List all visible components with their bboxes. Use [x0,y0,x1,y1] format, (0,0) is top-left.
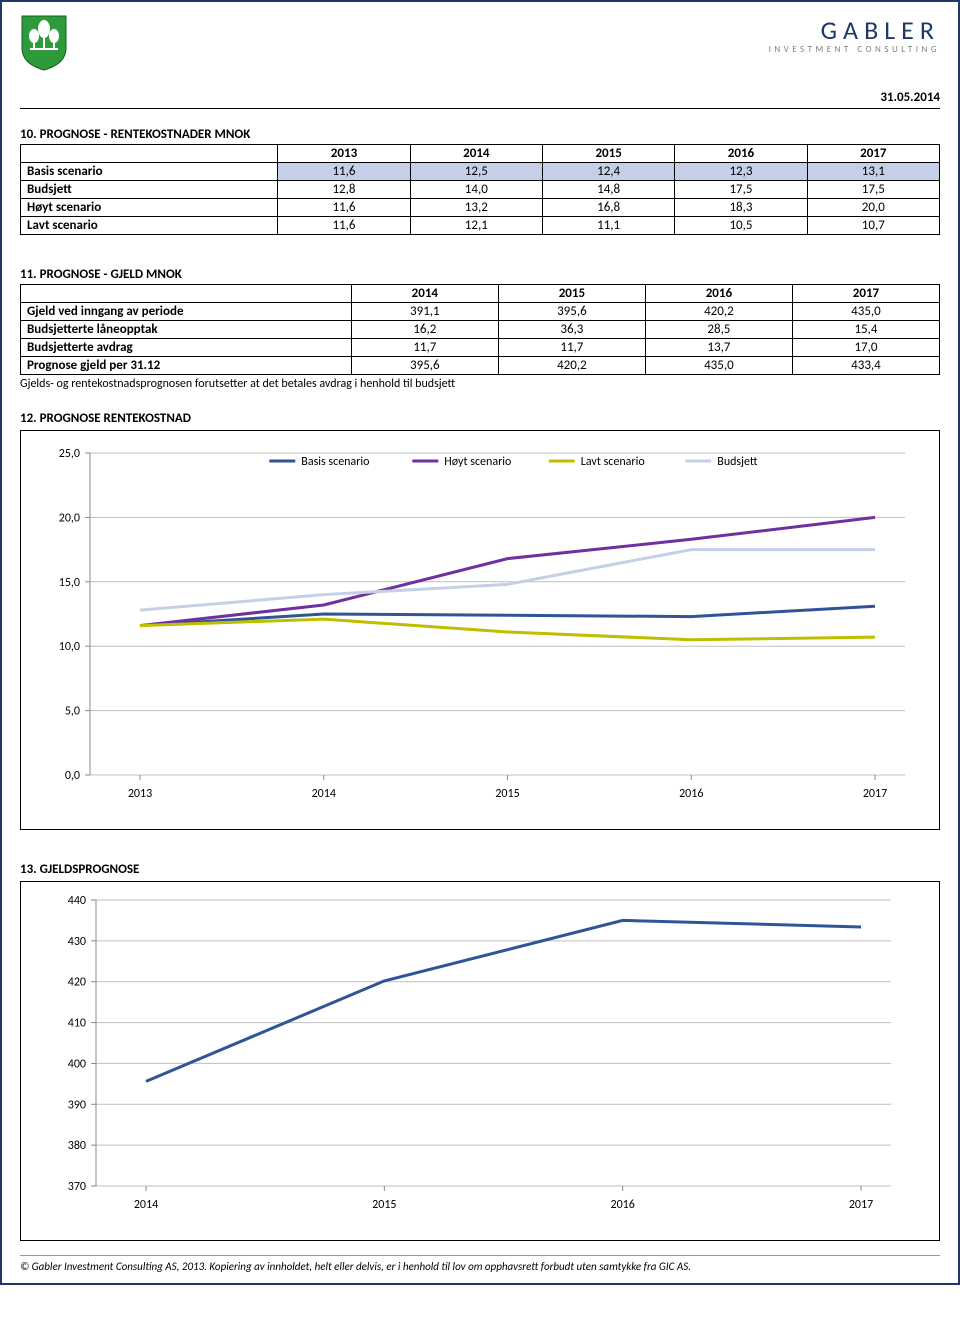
section11-note: Gjelds- og rentekostnadsprognosen foruts… [20,377,940,391]
svg-text:440: 440 [68,896,86,908]
svg-text:2014: 2014 [134,1198,158,1212]
table-row: Prognose gjeld per 31.12395,6420,2435,04… [21,357,940,375]
section13-title: 13. GJELDSPROGNOSE [20,862,940,877]
svg-text:15,0: 15,0 [59,576,80,590]
brand-name: GABLER [769,14,940,46]
chart13-svg: 370 380 390 400 410 420 430 440 2014 2015 2016 2017 [51,896,901,1226]
section11-title: 11. PROGNOSE - GJELD MNOK [20,267,940,282]
brand-subtitle: INVESTMENT CONSULTING [769,44,940,55]
svg-text:2014: 2014 [312,787,336,801]
section10-title: 10. PROGNOSE - RENTEKOSTNADER MNOK [20,127,940,142]
table-gjeld: 2014201520162017 Gjeld ved inngang av pe… [20,284,940,375]
svg-text:390: 390 [68,1098,86,1112]
svg-text:2017: 2017 [863,787,887,801]
chart-gjeldsprognose: 370 380 390 400 410 420 430 440 2014 2015 2016 2017 [20,881,940,1241]
table-row: Basis scenario11,612,512,412,313,1 [21,163,940,181]
svg-text:2015: 2015 [495,787,519,801]
table-row: Budsjetterte avdrag11,711,713,717,0 [21,339,940,357]
section12-title: 12. PROGNOSE RENTEKOSTNAD [20,411,940,426]
svg-text:430: 430 [68,935,86,949]
svg-text:2013: 2013 [128,787,152,801]
svg-text:2016: 2016 [611,1198,635,1212]
header-rule [20,108,940,109]
svg-text:Høyt scenario: Høyt scenario [444,455,511,469]
table-row: Gjeld ved inngang av periode391,1395,642… [21,303,940,321]
svg-text:Lavt scenario: Lavt scenario [581,455,645,469]
svg-text:20,0: 20,0 [59,511,80,525]
report-date: 31.05.2014 [20,90,940,105]
svg-text:Budsjett: Budsjett [717,455,758,469]
footer-copyright: © Gabler Investment Consulting AS, 2013.… [20,1255,940,1273]
svg-text:0,0: 0,0 [65,769,80,783]
svg-text:410: 410 [68,1017,86,1031]
chart-rentekostnad: 0,0 5,0 10,0 15,0 20,0 25,0 2013 2014 2015 2016 20… [20,430,940,830]
brand-block: GABLER INVESTMENT CONSULTING [769,14,940,55]
svg-text:380: 380 [68,1139,86,1153]
svg-text:400: 400 [68,1057,86,1071]
table-rentekostnader: 20132014201520162017 Basis scenario11,61… [20,144,940,235]
chart12-svg: 0,0 5,0 10,0 15,0 20,0 25,0 2013 2014 2015 2016 20… [35,445,915,815]
shield-logo [20,14,68,72]
svg-text:2016: 2016 [679,787,703,801]
table-row: Høyt scenario11,613,216,818,320,0 [21,199,940,217]
svg-text:420: 420 [68,976,86,990]
header: GABLER INVESTMENT CONSULTING [20,14,940,72]
svg-text:Basis scenario: Basis scenario [301,455,369,469]
svg-text:2015: 2015 [372,1198,396,1212]
svg-text:10,0: 10,0 [59,640,80,654]
svg-text:5,0: 5,0 [65,705,80,719]
svg-text:25,0: 25,0 [59,447,80,461]
table-row: Lavt scenario11,612,111,110,510,7 [21,217,940,235]
page: GABLER INVESTMENT CONSULTING 31.05.2014 … [0,0,960,1285]
table-row: Budsjett12,814,014,817,517,5 [21,181,940,199]
table-row: Budsjetterte låneopptak16,236,328,515,4 [21,321,940,339]
svg-text:2017: 2017 [849,1198,873,1212]
svg-text:370: 370 [68,1180,86,1194]
